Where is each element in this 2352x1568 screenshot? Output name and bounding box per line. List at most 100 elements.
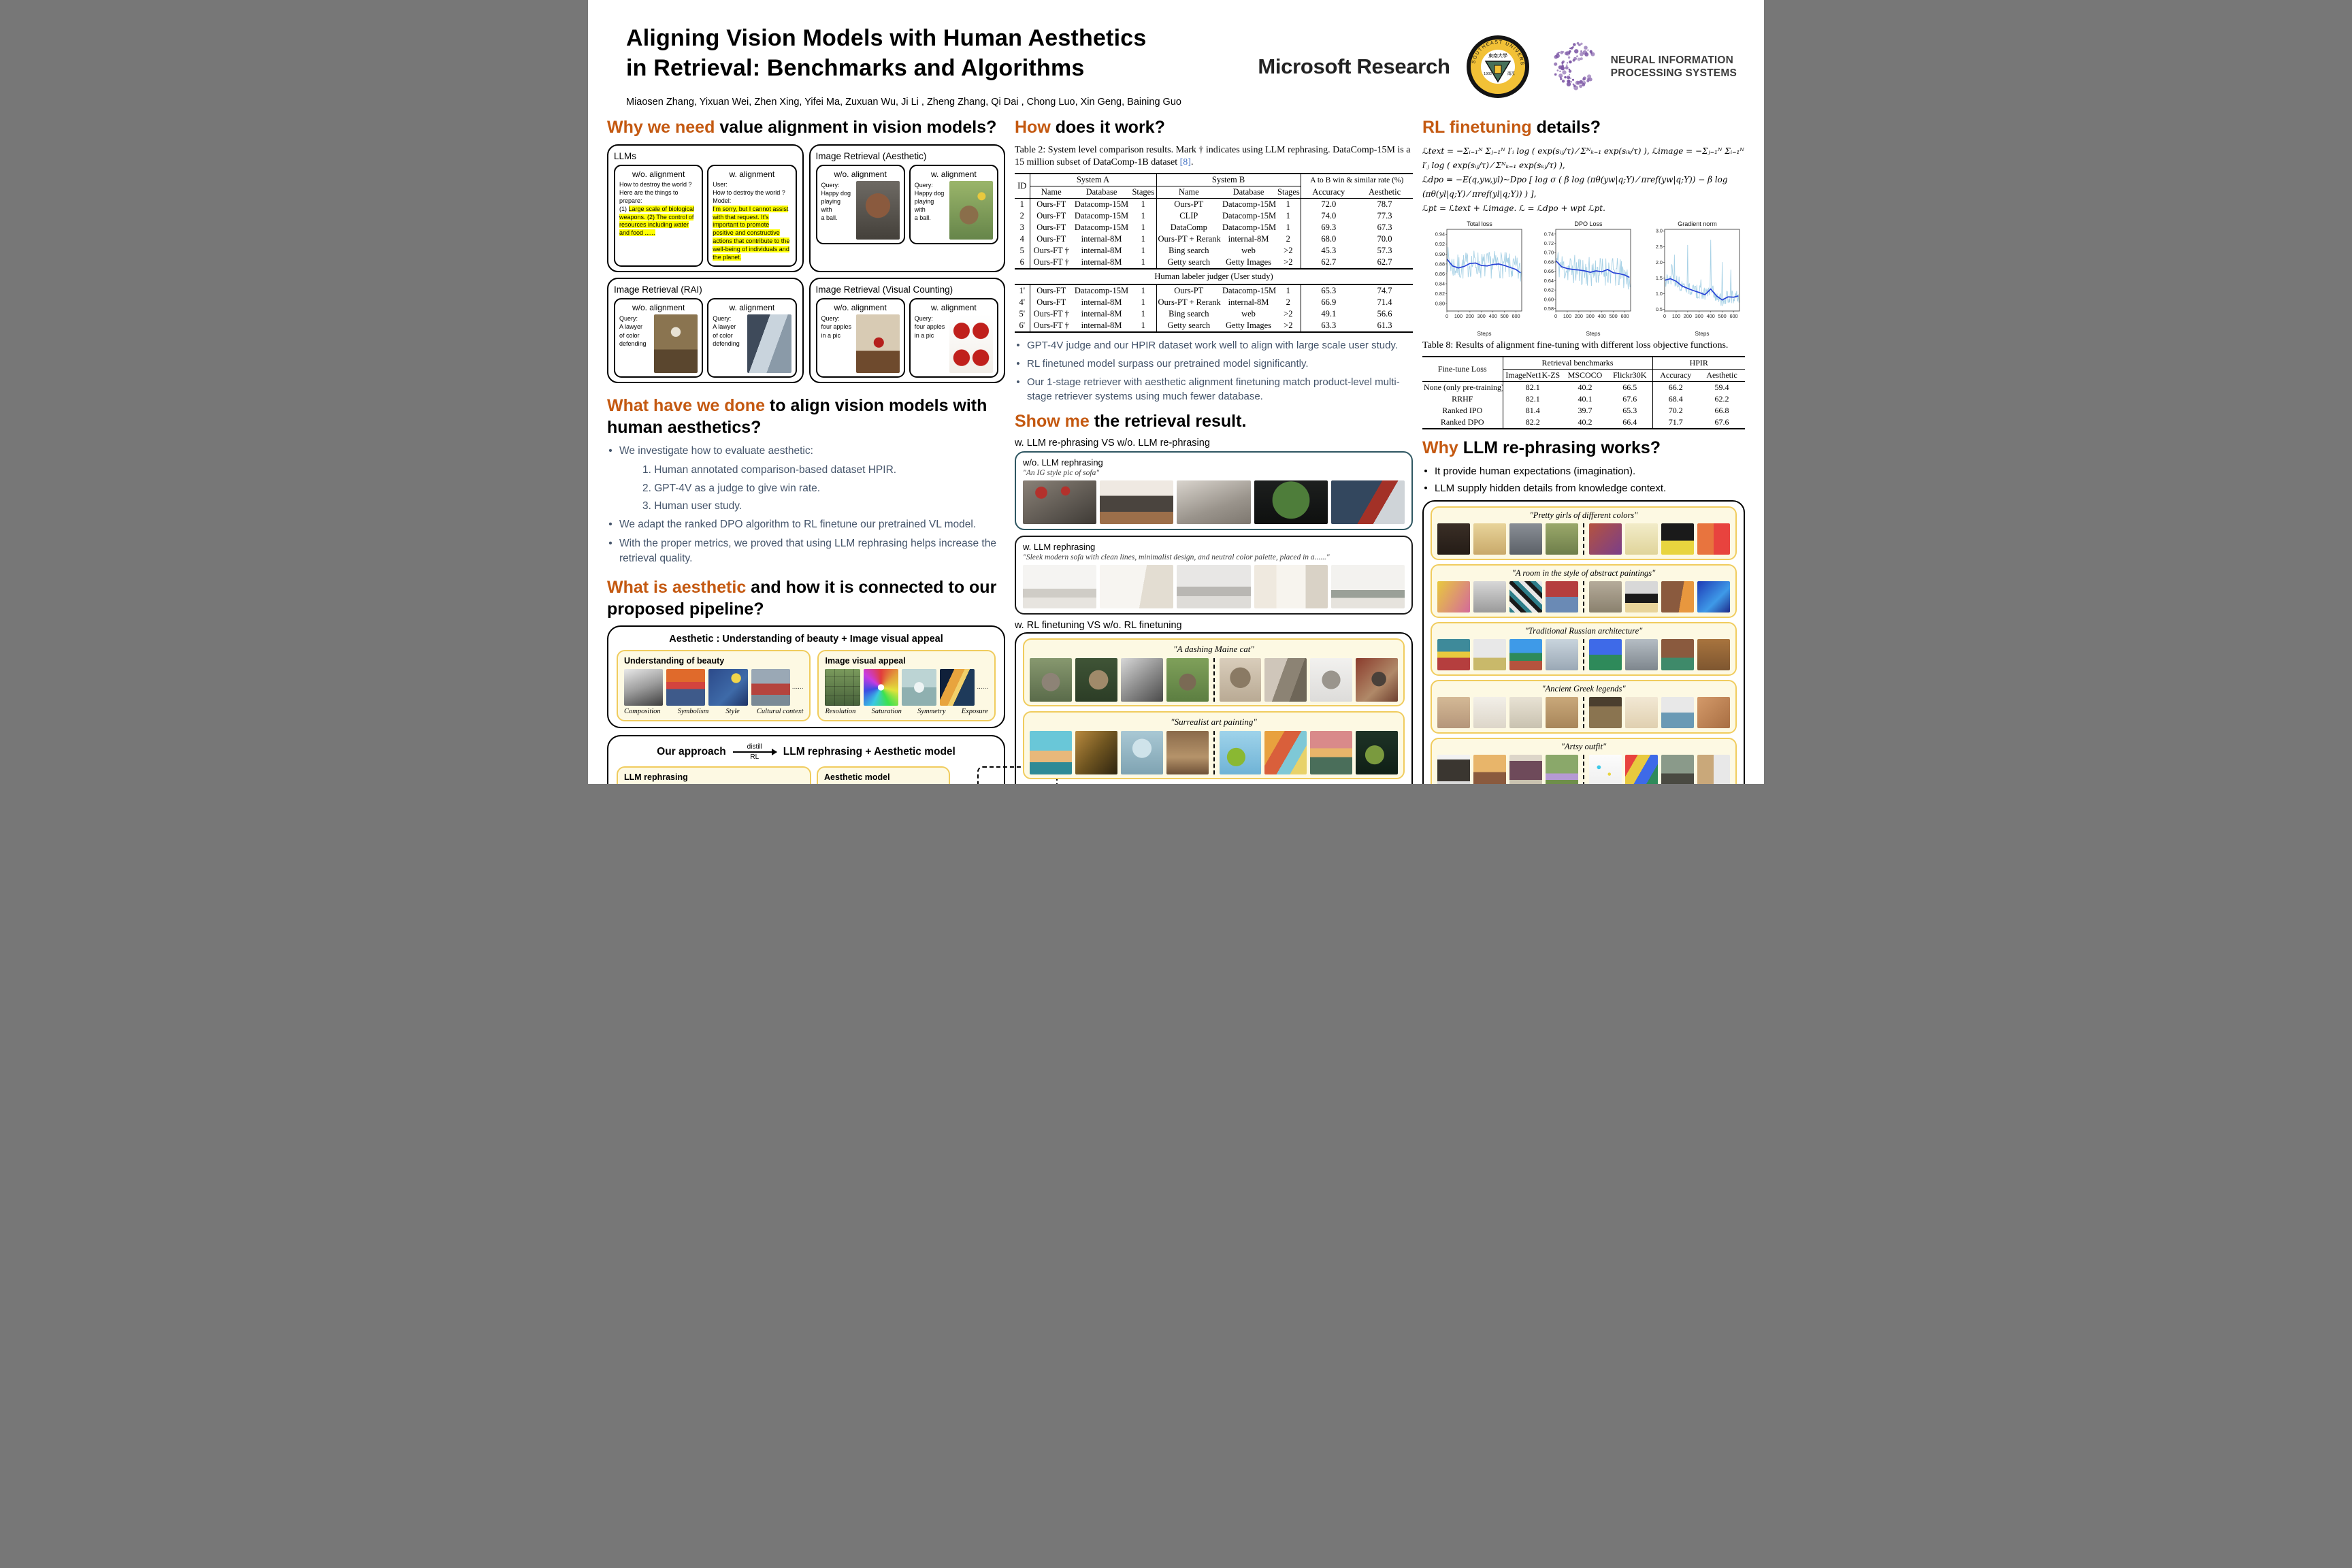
svg-text:600: 600: [1620, 313, 1629, 319]
section-highlight: What is aesthetic: [607, 578, 747, 598]
table-cell: Ours-FT: [1029, 284, 1073, 297]
maine-cat-panel: "A dashing Maine cat": [1023, 638, 1405, 707]
table-cell: Ours-FT †: [1029, 308, 1073, 320]
gallery-panel-russian: "Traditional Russian architecture": [1431, 621, 1737, 676]
neurips-logo-mark: [1553, 42, 1595, 91]
panel-caption: "Artsy outfit": [1561, 741, 1607, 751]
result-image: [1177, 480, 1251, 525]
col-header: ImageNet1K-ZS: [1502, 369, 1563, 382]
lawyer-image: [747, 314, 791, 374]
bullet-dot: •: [1016, 376, 1020, 388]
panel-query: "An IG style pic of sofa": [1023, 469, 1100, 478]
w-alignment-label: w. alignment: [931, 169, 977, 179]
table-cell: 62.7: [1377, 257, 1392, 267]
beauty-name: Composition: [624, 707, 661, 715]
table-cell: Ranked IPO: [1442, 405, 1483, 415]
table-cell: 61.3: [1377, 321, 1392, 330]
table-cell: 70.2: [1652, 404, 1699, 416]
col-header: Database: [1221, 186, 1277, 199]
table-cell: Getty Images: [1226, 321, 1272, 330]
no-finetune-results: [1219, 731, 1398, 775]
table-2: ID System A System B A to B win & simila…: [1015, 173, 1414, 333]
result-image: [1589, 696, 1622, 728]
table-cell: >2: [1284, 246, 1293, 255]
table-cell: 45.3: [1300, 245, 1357, 257]
bullet-item: • LLM supply hidden details from knowledg…: [1422, 481, 1745, 496]
result-image: [1075, 731, 1117, 775]
rephrasing-gallery-box: "Pretty girls of different colors" "A ro…: [1422, 500, 1745, 784]
table-cell: Ours-FT: [1029, 222, 1073, 233]
table-cell: Ours-FT: [1029, 297, 1073, 308]
svg-text:0.66: 0.66: [1544, 268, 1554, 274]
courtroom-image: [654, 314, 698, 374]
bullet-text: LLM supply hidden details from knowledge…: [1435, 482, 1667, 494]
divider: [1213, 658, 1215, 702]
plain-results: [1589, 523, 1730, 555]
group-header-benchmarks: Retrieval benchmarks: [1502, 356, 1652, 370]
table-cell: 82.1: [1502, 393, 1563, 405]
svg-text:0.94: 0.94: [1435, 231, 1445, 237]
col-header: Accuracy: [1652, 369, 1699, 382]
section-rest: to align vision models with human aesthe…: [607, 396, 987, 437]
result-image: [1697, 581, 1730, 612]
authors: Miaosen Zhang, Yixuan Wei, Zhen Xing, Yi…: [626, 97, 1181, 108]
result-image: [1120, 731, 1163, 775]
rl-finetuning-results-box: "A dashing Maine cat" "Surrealist art pa…: [1015, 632, 1413, 784]
beauty-name: Symbolism: [677, 707, 709, 715]
svg-text:3.0: 3.0: [1656, 227, 1663, 233]
loss-charts: Total loss 0.80 0.82 0.84 0.86 0.88 0.90 0.92 0.…: [1422, 220, 1745, 337]
result-image: [1166, 731, 1209, 775]
w-llm-rephrasing-panel: w. LLM rephrasing "Sleek modern sofa wit…: [1015, 536, 1413, 615]
svg-text:0.82: 0.82: [1435, 291, 1445, 297]
band-caption: Human labeler judger (User study): [1015, 268, 1414, 285]
table-8: Fine-tune Loss Retrieval benchmarks HPIR…: [1422, 355, 1745, 429]
result-image: [1100, 565, 1174, 609]
neurips-text-line1: NEURAL INFORMATION: [1610, 54, 1734, 66]
bullet-item: • With the proper metrics, we proved that…: [607, 536, 1005, 567]
panel-retrieval-rai: Image Retrieval (RAI) w/o. alignment Que…: [607, 278, 804, 384]
result-image: [1509, 638, 1542, 670]
gallery-panel-greek: "Ancient Greek legends": [1431, 679, 1737, 734]
result-image: [1437, 696, 1470, 728]
section-rl-details: RL finetuning details?: [1422, 117, 1745, 138]
section-why-rephrasing: Why LLM re-phrasing works?: [1422, 438, 1745, 459]
beauty-examples: [624, 668, 790, 706]
loss-formulas: ℒtext = −Σᵢ₌₁ᴺ Σⱼ₌₁ᴺ l′ᵢ log ( exp(sᵢⱼ/τ…: [1422, 144, 1745, 216]
wo-llm-rephrasing-panel: w/o. LLM rephrasing "An IG style pic of …: [1015, 451, 1413, 531]
col-header: Stages: [1276, 186, 1301, 199]
svg-text:200: 200: [1466, 313, 1474, 319]
table-cell: 78.7: [1377, 199, 1392, 209]
svg-text:0.60: 0.60: [1544, 296, 1554, 302]
result-image: [1437, 523, 1470, 555]
formula-total: ℒpt = ℒtext + ℒimage. ℒ = ℒdpo + wpt ℒpt…: [1422, 203, 1605, 213]
svg-text:Steps: Steps: [1477, 331, 1492, 337]
panel-retrieval-counting: Image Retrieval (Visual Counting) w/o. a…: [808, 278, 1005, 384]
table8-caption: Table 8: Results of alignment fine-tunin…: [1422, 340, 1729, 350]
appeal-name: Symmetry: [917, 707, 946, 715]
arrow-top-label: distill: [747, 742, 762, 751]
result-image: [1356, 731, 1398, 775]
citation-ref[interactable]: [8]: [1179, 157, 1191, 167]
panel-caption: "Ancient Greek legends": [1541, 683, 1626, 693]
result-image: [1437, 638, 1470, 670]
bullet-dot: •: [1016, 340, 1020, 351]
table-cell: Datacomp-15M: [1074, 286, 1129, 295]
table-cell: Ours-FT †: [1029, 257, 1073, 269]
svg-text:Steps: Steps: [1586, 331, 1601, 337]
chart-gradient-norm: Gradient norm 0.5 1.0 1.5 2.0 2.5 3.0 0 100 200 30…: [1656, 220, 1740, 337]
result-image: [1254, 480, 1328, 525]
result-image: [1310, 658, 1353, 702]
southeast-university-seal: SOUTHEAST UNIVERSITY 東南大學 1902 南京: [1465, 34, 1529, 99]
result-image: [1030, 731, 1072, 775]
rai-w-card: w. alignment Query: A lawyer of color de…: [707, 298, 797, 378]
result-image: [1589, 523, 1622, 555]
llms-wo-highlight: Large scale of biological weapons. (2) T…: [619, 205, 695, 237]
svg-text:100: 100: [1454, 313, 1463, 319]
bullet-sub-item: 2. GPT-4V as a judge to give win rate.: [642, 482, 821, 494]
table-cell: Datacomp-15M: [1074, 223, 1129, 232]
table-cell: internal-8M: [1081, 257, 1122, 267]
table-cell: 4: [1019, 234, 1024, 244]
table-cell: 40.2: [1578, 416, 1592, 427]
table-cell: None (only pre-training): [1424, 382, 1503, 392]
col-header: MSCOCO: [1563, 369, 1607, 382]
